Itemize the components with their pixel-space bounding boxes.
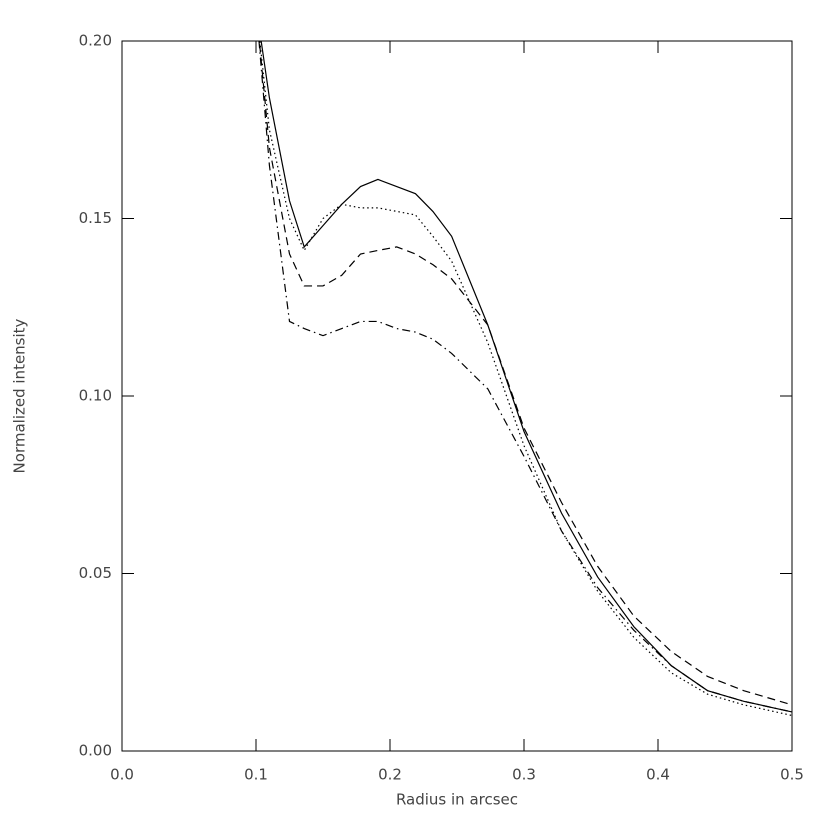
y-tick-label: 0.05 xyxy=(79,564,112,582)
x-tick-label: 0.4 xyxy=(646,766,670,784)
y-tick-label: 0.15 xyxy=(79,209,112,227)
series-line xyxy=(258,41,792,713)
y-tick-label: 0.20 xyxy=(79,32,112,50)
y-tick-label: 0.10 xyxy=(79,387,112,405)
series-line xyxy=(258,41,792,706)
x-tick-label: 0.0 xyxy=(110,766,134,784)
plot-frame xyxy=(121,40,793,752)
series-line xyxy=(259,41,792,717)
x-tick-label: 0.1 xyxy=(244,766,268,784)
x-tick-label: 0.2 xyxy=(378,766,402,784)
x-axis-label: Radius in arcsec xyxy=(396,791,518,809)
x-tick-label: 0.3 xyxy=(512,766,536,784)
y-axis-label: Normalized intensity xyxy=(11,318,29,473)
series-line xyxy=(260,41,792,713)
y-tick-label: 0.00 xyxy=(79,742,112,760)
x-tick-label: 0.5 xyxy=(780,766,804,784)
